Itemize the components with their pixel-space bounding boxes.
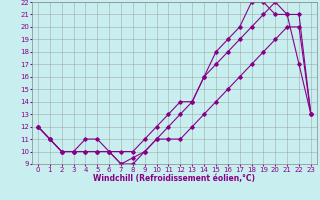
X-axis label: Windchill (Refroidissement éolien,°C): Windchill (Refroidissement éolien,°C) <box>93 174 255 183</box>
